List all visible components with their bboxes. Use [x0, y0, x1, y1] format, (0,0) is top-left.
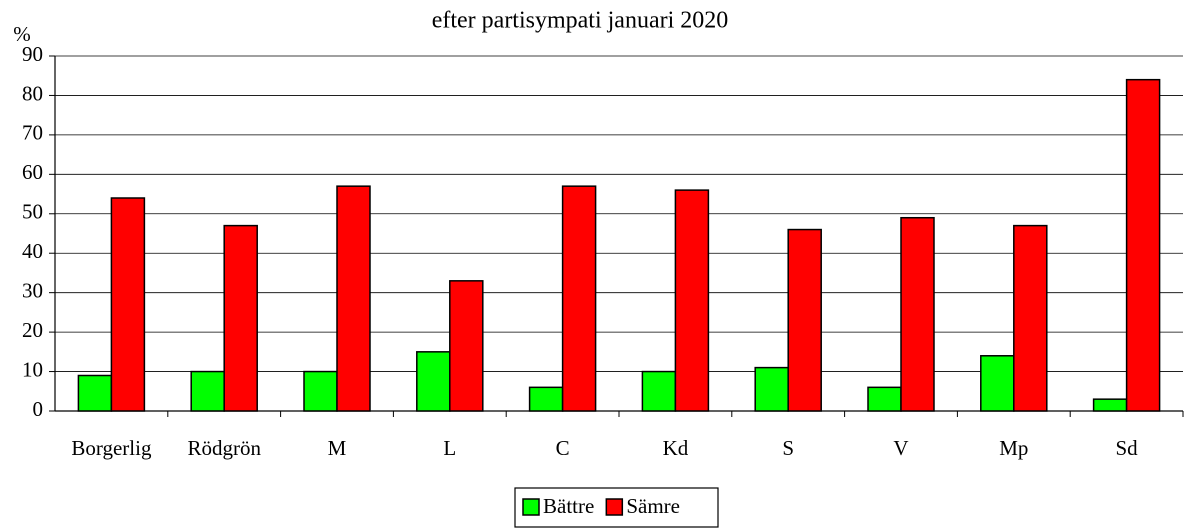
bar: [223, 224, 258, 412]
bar: [449, 280, 484, 412]
bar: [1013, 224, 1048, 412]
bar: [787, 228, 822, 412]
bar: [303, 370, 338, 412]
x-tick-label: Rödgrön: [187, 436, 261, 460]
legend-label: Bättre: [543, 494, 594, 518]
y-tick-label: 80: [22, 81, 43, 105]
y-tick-label: 50: [22, 200, 43, 224]
y-tick-label: 70: [22, 121, 43, 145]
bar: [336, 185, 371, 412]
x-tick-label: Borgerlig: [71, 436, 152, 460]
y-tick-label: 90: [22, 42, 43, 66]
legend-label: Sämre: [626, 494, 680, 518]
bar: [867, 386, 902, 412]
legend-swatch: [605, 498, 624, 516]
y-tick-label: 20: [22, 318, 43, 342]
x-tick-label: M: [328, 436, 347, 460]
x-tick-label: Kd: [663, 436, 689, 460]
x-tick-label: V: [893, 436, 908, 460]
bar: [1092, 398, 1128, 412]
bar: [190, 370, 225, 412]
bar: [641, 370, 677, 412]
legend-swatch: [522, 498, 540, 516]
y-tick-label: 40: [22, 239, 43, 263]
y-axis-label: %: [13, 22, 31, 46]
bar: [900, 216, 935, 412]
x-tick-label: L: [443, 436, 456, 460]
y-tick-label: 60: [22, 160, 43, 184]
bar: [754, 366, 789, 412]
y-tick-label: 30: [22, 278, 43, 302]
chart-title: efter partisympati januari 2020: [432, 8, 729, 34]
x-tick-label: Sd: [1116, 436, 1139, 460]
bar: [674, 189, 710, 412]
bar: [528, 386, 564, 412]
y-tick-label: 0: [33, 397, 44, 421]
bar: [416, 351, 451, 412]
x-tick-label: Mp: [999, 436, 1028, 460]
y-tick-label: 10: [22, 357, 43, 381]
x-tick-label: S: [782, 436, 794, 460]
bar: [561, 185, 597, 412]
bar: [110, 197, 146, 412]
bar: [980, 355, 1015, 412]
bar: [1125, 78, 1161, 412]
x-tick-label: C: [556, 436, 570, 460]
legend: Bättre Sämre: [514, 487, 719, 528]
bar: [77, 374, 113, 412]
